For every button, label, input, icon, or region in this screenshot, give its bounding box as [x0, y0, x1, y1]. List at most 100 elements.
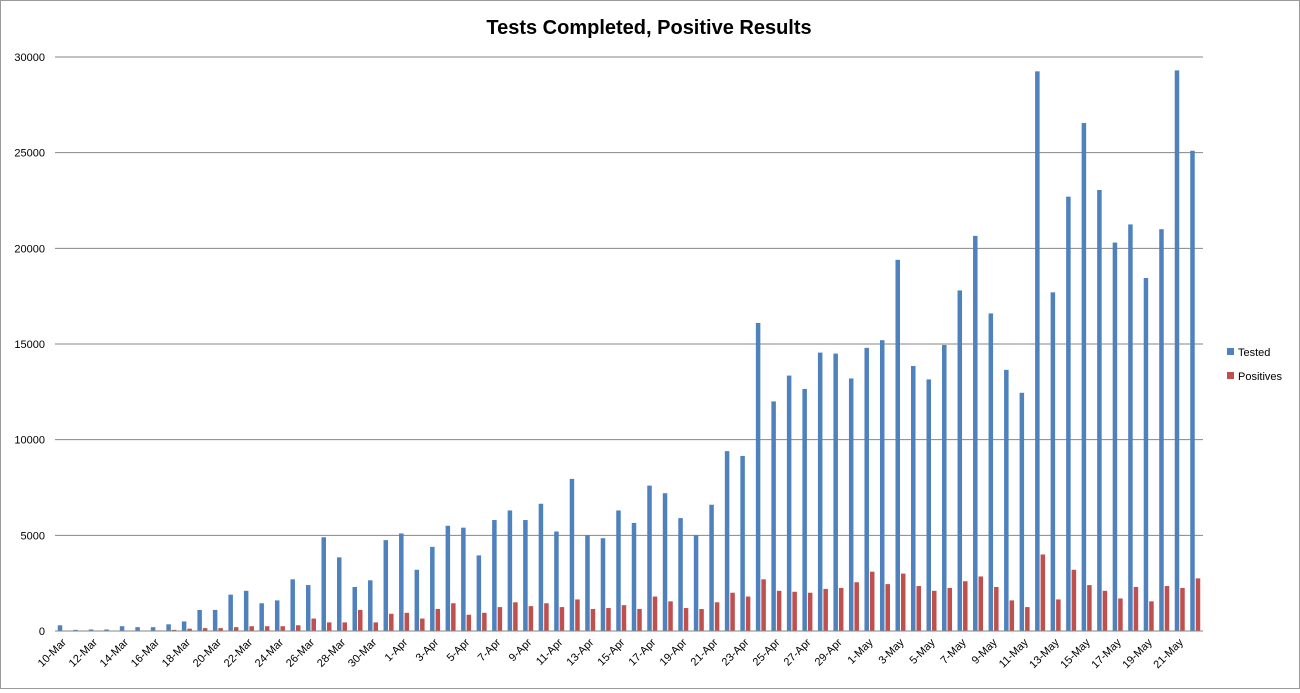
bar-positives — [746, 597, 751, 631]
bar-tested — [927, 379, 932, 631]
bar-positives — [420, 619, 425, 631]
bar-tested — [477, 555, 482, 631]
x-tick-label: 9-Apr — [507, 636, 535, 664]
bar-tested — [135, 627, 140, 631]
bar-tested — [213, 610, 218, 631]
bar-positives — [684, 608, 689, 631]
x-tick-label: 13-May — [1027, 636, 1062, 671]
x-tick-label: 1-Apr — [383, 636, 411, 664]
bar-positives — [1103, 591, 1108, 631]
x-tick-label: 3-May — [877, 636, 907, 666]
bar-tested — [508, 510, 513, 631]
bar-tested — [58, 625, 63, 631]
x-tick-label: 27-Apr — [782, 636, 814, 668]
bar-positives — [1056, 599, 1061, 631]
bar-positives — [389, 614, 394, 631]
bar-tested — [632, 523, 637, 631]
bar-tested — [709, 505, 714, 631]
bar-tested — [1113, 243, 1118, 631]
x-tick-label: 22-Mar — [222, 636, 255, 669]
bar-positives — [839, 588, 844, 631]
bar-tested — [1097, 190, 1102, 631]
bar-tested — [833, 354, 838, 631]
bar-tested — [864, 348, 869, 631]
bar-positives — [1025, 607, 1030, 631]
bar-tested — [275, 600, 280, 631]
x-tick-label: 11-May — [997, 636, 1031, 670]
bar-positives — [249, 626, 254, 631]
bar-tested — [1004, 370, 1009, 631]
legend: Tested Positives — [1227, 347, 1283, 383]
x-tick-label: 29-Apr — [813, 636, 845, 668]
bar-positives — [792, 592, 797, 631]
bar-positives — [606, 608, 611, 631]
y-tick-label: 0 — [39, 626, 45, 638]
bar-positives — [296, 625, 301, 631]
bar-positives — [622, 605, 627, 631]
x-tick-label: 11-Apr — [534, 636, 565, 667]
bar-tested — [197, 610, 202, 631]
y-tick-label: 30000 — [14, 52, 45, 64]
bar-tested — [337, 557, 342, 631]
bar-positives — [668, 601, 673, 631]
x-tick-label: 10-Mar — [36, 636, 69, 669]
bar-tested — [306, 585, 311, 631]
bar-positives — [901, 574, 906, 631]
bar-tested — [492, 520, 497, 631]
bar-positives — [730, 593, 735, 631]
bar-tested — [182, 621, 187, 631]
x-tick-label: 30-Mar — [346, 636, 379, 669]
bar-positives — [265, 626, 270, 631]
x-tick-label: 20-Mar — [191, 636, 224, 669]
x-tick-label: 12-Mar — [67, 636, 100, 669]
x-tick-label: 7-May — [939, 636, 969, 666]
bar-positives — [885, 584, 890, 631]
x-tick-label: 13-Apr — [564, 636, 596, 668]
bar-tested — [259, 603, 264, 631]
legend-label-tested: Tested — [1238, 347, 1270, 359]
bar-positives — [374, 622, 379, 631]
bar-tested — [430, 547, 435, 631]
bar-positives — [948, 588, 953, 631]
bar-positives — [994, 587, 999, 631]
bar-tested — [756, 323, 761, 631]
bar-tested — [663, 493, 668, 631]
bar-positives — [311, 619, 316, 631]
bar-tested — [616, 510, 621, 631]
legend-swatch-tested — [1227, 348, 1234, 355]
bar-positives — [544, 603, 549, 631]
bar-tested — [353, 587, 358, 631]
x-tick-label: 21-May — [1151, 636, 1186, 671]
bar-tested — [989, 313, 994, 631]
x-tick-label: 14-Mar — [98, 636, 131, 669]
bar-tested — [554, 532, 559, 631]
gridlines — [55, 57, 1203, 631]
bar-positives — [1180, 588, 1185, 631]
x-tick-label: 1-May — [845, 636, 875, 666]
x-tick-label: 3-Apr — [414, 636, 442, 664]
bar-positives — [575, 599, 580, 631]
bar-tested — [678, 518, 683, 631]
bar-tested — [818, 353, 823, 631]
bar-tested — [570, 479, 575, 631]
bar-tested — [290, 579, 295, 631]
bar-positives — [1134, 587, 1139, 631]
legend-label-positives: Positives — [1238, 371, 1283, 383]
bar-tested — [740, 456, 745, 631]
bar-positives — [1196, 578, 1201, 631]
bar-tested — [415, 570, 420, 631]
x-tick-label: 21-Apr — [689, 636, 721, 668]
bar-positives — [1149, 601, 1154, 631]
bar-tested — [1035, 71, 1040, 631]
x-tick-label: 5-Apr — [445, 636, 473, 664]
bar-positives — [917, 586, 922, 631]
bar-positives — [327, 622, 332, 631]
legend-swatch-positives — [1227, 372, 1234, 379]
x-tick-label: 25-Apr — [751, 636, 783, 668]
bar-tested — [647, 486, 652, 631]
x-tick-label: 23-Apr — [720, 636, 752, 668]
bar-positives — [280, 626, 285, 631]
bar-tested — [802, 389, 807, 631]
bar-positives — [482, 613, 487, 631]
